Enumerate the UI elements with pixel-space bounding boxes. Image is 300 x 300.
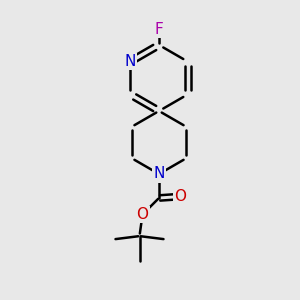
Text: N: N: [153, 167, 165, 182]
Text: O: O: [136, 207, 148, 222]
Text: O: O: [175, 189, 187, 204]
Text: F: F: [154, 22, 164, 37]
Text: N: N: [125, 54, 136, 69]
